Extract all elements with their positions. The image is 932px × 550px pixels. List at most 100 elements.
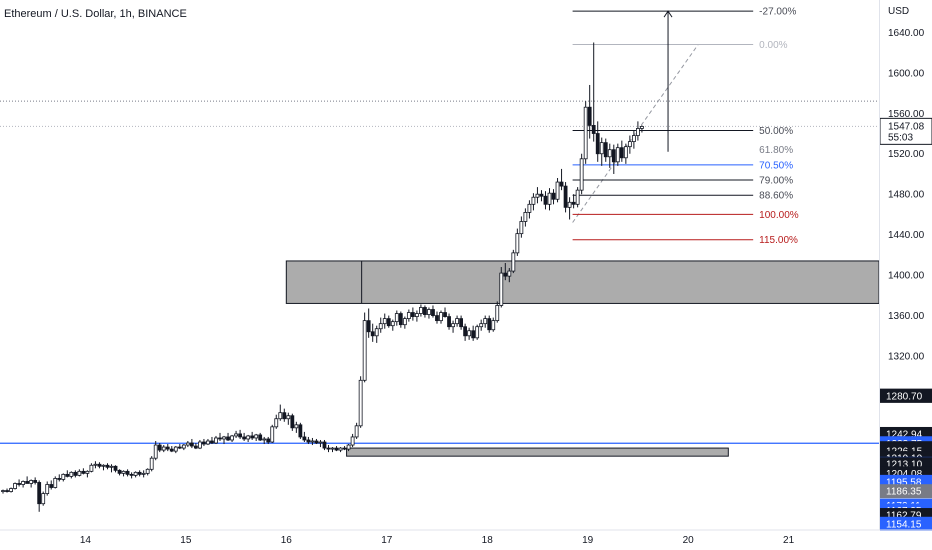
candle[interactable] (25, 481, 30, 484)
candle[interactable] (455, 318, 459, 325)
candle[interactable] (382, 318, 387, 325)
candle[interactable] (254, 434, 259, 439)
candle[interactable] (390, 321, 395, 327)
candle[interactable] (17, 483, 21, 485)
candle[interactable] (619, 147, 624, 159)
candle[interactable] (282, 412, 287, 420)
candle[interactable] (346, 444, 351, 450)
candle[interactable] (77, 470, 82, 476)
candle[interactable] (157, 444, 162, 451)
candle[interactable] (451, 323, 455, 328)
candle[interactable] (198, 441, 202, 449)
candle[interactable] (270, 426, 275, 443)
candle[interactable] (61, 473, 66, 480)
candle[interactable] (330, 447, 335, 450)
candle[interactable] (519, 221, 524, 235)
candle[interactable] (459, 318, 463, 328)
candle[interactable] (378, 323, 383, 330)
candle[interactable] (246, 435, 251, 440)
candle[interactable] (125, 470, 130, 475)
candle[interactable] (599, 142, 604, 155)
candle[interactable] (242, 436, 247, 440)
candle[interactable] (105, 464, 110, 468)
candle[interactable] (65, 473, 70, 477)
candle[interactable] (431, 309, 435, 316)
candle[interactable] (326, 447, 331, 450)
candle[interactable] (137, 471, 142, 475)
candle[interactable] (406, 312, 411, 320)
candle[interactable] (427, 309, 431, 315)
candle[interactable] (640, 126, 644, 129)
candle[interactable] (419, 307, 423, 314)
candle[interactable] (479, 323, 484, 328)
candle[interactable] (189, 442, 194, 447)
candle[interactable] (93, 463, 98, 466)
candle[interactable] (423, 307, 427, 315)
candle[interactable] (73, 471, 78, 476)
candle[interactable] (9, 488, 13, 492)
candle[interactable] (145, 468, 150, 474)
candle[interactable] (89, 464, 94, 472)
candle[interactable] (447, 316, 451, 328)
candle[interactable] (499, 272, 504, 306)
candle[interactable] (615, 147, 620, 163)
candle[interactable] (398, 313, 403, 326)
candle[interactable] (527, 203, 532, 213)
candle[interactable] (595, 133, 600, 155)
candle[interactable] (113, 465, 118, 471)
candle[interactable] (607, 149, 612, 158)
candle[interactable] (563, 185, 568, 208)
candle[interactable] (342, 447, 347, 450)
candle[interactable] (141, 472, 146, 475)
candle[interactable] (258, 434, 263, 441)
candle[interactable] (366, 320, 371, 333)
candle[interactable] (358, 379, 363, 427)
candle[interactable] (443, 312, 447, 317)
candle[interactable] (234, 433, 238, 437)
candle[interactable] (230, 435, 234, 441)
candle[interactable] (483, 318, 488, 325)
candle[interactable] (153, 444, 158, 459)
fib-trend-line[interactable] (572, 44, 699, 223)
candle[interactable] (45, 484, 50, 494)
candle[interactable] (81, 470, 86, 474)
candle[interactable] (503, 272, 508, 277)
candle[interactable] (161, 446, 166, 451)
candle[interactable] (37, 482, 42, 505)
candle[interactable] (13, 483, 17, 489)
candle[interactable] (49, 484, 54, 488)
candle[interactable] (334, 447, 339, 451)
candle[interactable] (531, 196, 536, 205)
candle[interactable] (185, 442, 190, 446)
candle[interactable] (475, 326, 480, 339)
candle[interactable] (567, 201, 572, 208)
candle[interactable] (5, 490, 9, 492)
candle[interactable] (603, 142, 608, 158)
candle[interactable] (414, 313, 419, 317)
candle[interactable] (193, 445, 198, 449)
candle[interactable] (69, 471, 74, 477)
candle[interactable] (274, 418, 279, 428)
candle[interactable] (523, 212, 528, 222)
candle[interactable] (627, 141, 632, 148)
candle[interactable] (222, 436, 226, 440)
candle[interactable] (402, 318, 407, 326)
candle[interactable] (350, 436, 355, 446)
candle[interactable] (611, 149, 616, 163)
candle[interactable] (101, 464, 106, 467)
candle[interactable] (314, 440, 319, 444)
candle[interactable] (294, 424, 299, 429)
candle[interactable] (53, 478, 58, 488)
candle[interactable] (471, 330, 476, 339)
candle[interactable] (210, 440, 214, 444)
candle[interactable] (266, 438, 271, 443)
candle[interactable] (1, 490, 5, 492)
candle[interactable] (555, 181, 560, 200)
candle[interactable] (491, 320, 496, 331)
candle[interactable] (177, 446, 182, 449)
candle[interactable] (169, 448, 174, 452)
candle[interactable] (109, 465, 114, 468)
candle[interactable] (636, 128, 640, 136)
candle[interactable] (21, 481, 26, 485)
